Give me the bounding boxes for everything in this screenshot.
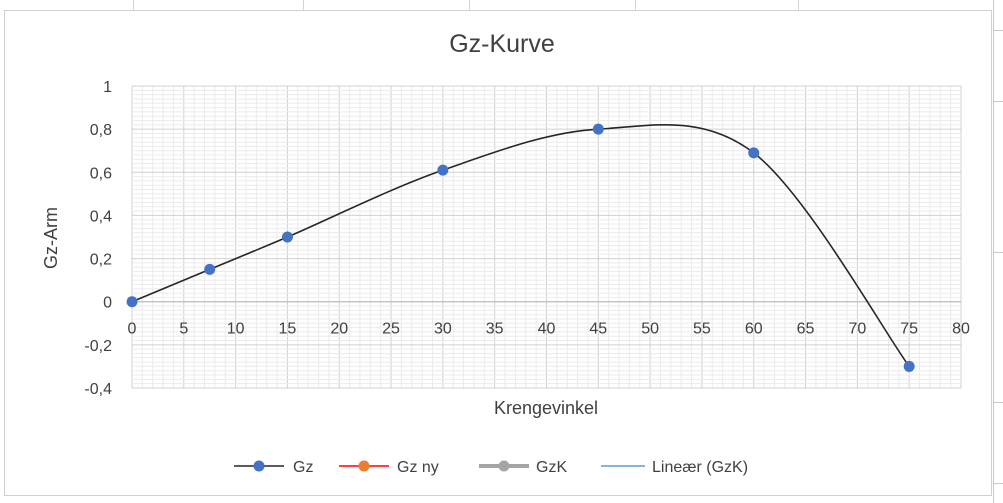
x-axis-title: Krengevinkel [494,398,598,418]
chart-title: Gz-Kurve [449,30,555,58]
legend-item-gzk[interactable]: GzK [479,459,567,476]
sheet-row-line [994,402,1003,404]
y-axis-title: Gz-Arm [41,207,61,269]
y-tick-label: 1 [103,79,112,96]
y-tick-label: -0,2 [84,338,112,355]
x-tick-label: 20 [330,321,348,338]
sheet-cell-line [634,0,636,10]
series-gz-point [748,147,760,159]
x-tick-label: 50 [641,321,659,338]
series-gz-point [204,263,216,275]
x-tick-label: 30 [434,321,452,338]
y-tick-label: 0,4 [90,208,112,225]
legend-item-gz[interactable]: Gz [234,459,313,476]
sheet-cell-line [798,0,800,10]
series-gz-point [126,296,138,308]
sheet-row-line [994,482,1003,484]
sheet-row-line [994,30,1003,32]
sheet-row-line [994,100,1003,102]
y-tick-label: 0,6 [90,165,112,182]
x-tick-label: 80 [952,321,970,338]
chart-area[interactable] [4,10,992,496]
legend-label: Gz [293,459,313,476]
series-layer [126,123,915,372]
x-tick-label: 35 [486,321,504,338]
sheet-cell-line [469,0,471,10]
series-gz-point [592,123,604,135]
x-tick-label: 0 [128,321,137,338]
plot-gridlines [131,85,962,389]
y-tick-label: -0,4 [84,381,112,398]
series-gz-point [903,360,915,372]
series-gz-line [131,124,910,367]
legend-label: GzK [536,459,567,476]
x-tick-label: 70 [848,321,866,338]
x-tick-label: 40 [538,321,556,338]
series-gz-point [437,164,449,176]
sheet-cell-line [302,0,304,10]
x-tick-label: 25 [382,321,400,338]
x-tick-label: 5 [179,321,188,338]
chart-legend[interactable]: Gz Gz ny GzK Lineær (GzK) [234,459,748,476]
spreadsheet-top-strip [0,0,1003,10]
sheet-row-line [994,251,1003,253]
x-tick-label: 15 [279,321,297,338]
legend-swatch-marker [498,460,510,472]
series-gz-point [281,231,293,243]
x-tick-label: 45 [589,321,607,338]
y-tick-label: 0,8 [90,122,112,139]
tick-labels: 0 5 10 15 20 25 30 35 40 45 50 55 60 65 70 75 80 1 0,8 0,6 0… [84,79,970,398]
legend-item-gz-ny[interactable]: Gz ny [339,459,439,476]
sheet-cell-line [133,0,135,10]
x-tick-label: 55 [693,321,711,338]
x-tick-label: 10 [227,321,245,338]
legend-swatch-marker [253,460,265,472]
y-tick-label: 0 [103,295,112,312]
legend-item-line-r-gzk-[interactable]: Lineær (GzK) [601,459,748,476]
x-tick-label: 60 [745,321,763,338]
legend-label: Lineær (GzK) [652,459,748,476]
sheet-right-edge [993,0,1003,503]
legend-label: Gz ny [397,459,439,476]
x-tick-label: 65 [797,321,815,338]
legend-swatch-marker [358,460,370,472]
y-tick-label: 0,2 [90,252,112,269]
x-tick-label: 75 [900,321,918,338]
